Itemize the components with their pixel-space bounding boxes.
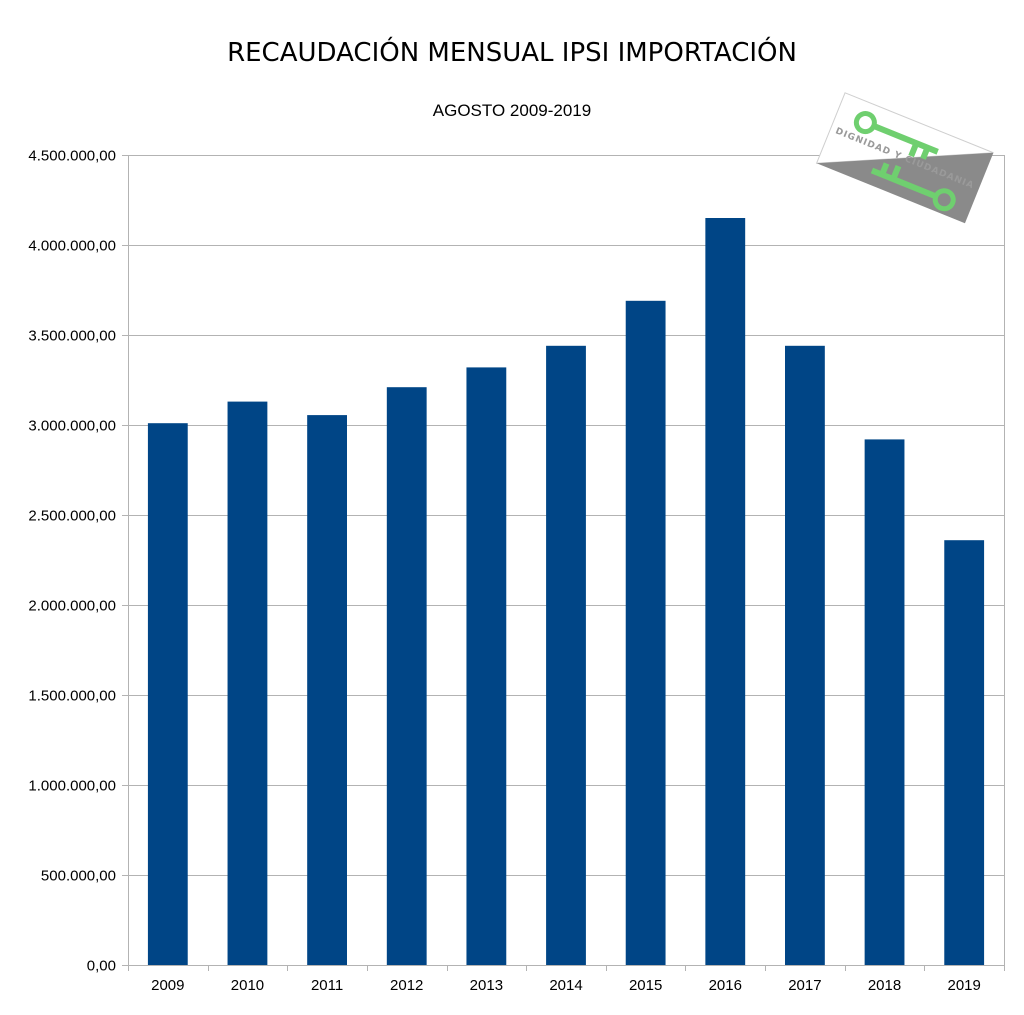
y-tick-label: 2.000.000,00 [28,598,116,615]
x-tick-label: 2013 [470,977,503,994]
bar-2014 [546,345,586,965]
bar-2017 [785,345,825,965]
x-tick-labels: 2009 2010 2011 2012 2013 2014 2015 2016 2017 2018… [151,977,981,994]
bar-2015 [625,300,666,965]
key-icon [870,162,956,212]
bar-2019 [944,540,985,965]
y-tick-labels: 0,00 500.000,00 1.000.000,00 1.500.000,00 2.… [28,148,116,975]
y-tick-label: 2.500.000,00 [28,508,116,525]
watermark-logo: DIGNIDAD Y CIUDADANIA [815,92,994,224]
y-tick-label: 500.000,00 [41,868,116,885]
y-tick-label: 1.000.000,00 [28,778,116,795]
x-tick-label: 2010 [231,977,264,994]
x-tick-label: 2016 [709,977,742,994]
y-tick-label: 1.500.000,00 [28,688,116,705]
x-tick-label: 2012 [390,977,423,994]
y-tick-label: 4.500.000,00 [28,148,116,165]
chart-title: RECAUDACIÓN MENSUAL IPSI IMPORTACIÓN [227,36,797,68]
x-tick-label: 2011 [311,977,343,994]
x-tick-label: 2009 [151,977,184,994]
bar-2010 [227,401,268,966]
bar-2016 [705,218,746,965]
x-tick-label: 2014 [549,977,582,994]
bars [147,218,985,966]
y-tick-label: 3.500.000,00 [28,328,116,345]
axes [128,155,1005,971]
bar-2012 [386,387,427,965]
y-tick-label: 4.000.000,00 [28,238,116,255]
y-tick-label: 3.000.000,00 [28,418,116,435]
bar-2018 [864,439,905,965]
bar-2013 [466,367,507,965]
x-tick-label: 2015 [629,977,662,994]
x-tick-label: 2018 [868,977,901,994]
key-icon [853,111,939,160]
bar-2011 [307,415,347,966]
bar-2009 [147,423,188,965]
x-tick-label: 2017 [788,977,821,994]
y-tick-label: 0,00 [87,958,116,975]
x-tick-label: 2019 [947,977,980,994]
chart-subtitle: AGOSTO 2009-2019 [433,101,591,120]
